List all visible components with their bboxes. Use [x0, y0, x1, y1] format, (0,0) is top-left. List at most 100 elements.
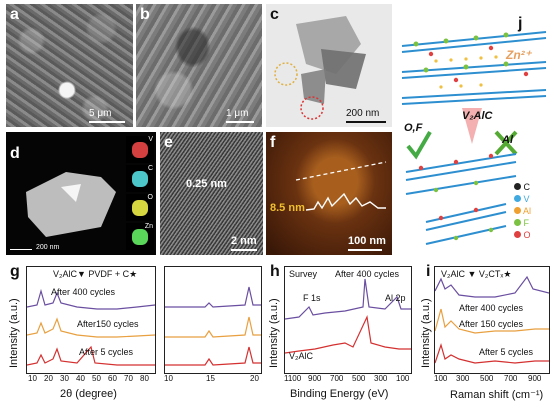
panel-i-raman-plot: V₂AlC ▼ V₂CTₓ★ After 400 cycles After 15…: [434, 266, 550, 374]
atom-legend: C V Al F O: [514, 182, 550, 242]
h-xtick-1100: 1100: [284, 374, 302, 383]
panel-d-flake-drawing: [26, 172, 116, 237]
panel-h-peak-f1s: F 1s: [303, 293, 321, 303]
panel-h-label: h: [270, 263, 280, 280]
panel-g-ylabel: Intensity (a.u.): [8, 298, 20, 368]
legend-o-label: O: [523, 230, 531, 240]
g-xtick-10: 10: [28, 374, 37, 383]
layered-structure-top: [401, 31, 547, 105]
eds-map-c: C: [126, 165, 154, 192]
panel-j-schematic: j: [396, 4, 550, 256]
i-xtick-900: 900: [528, 374, 542, 383]
g-xtick-70: 70: [124, 374, 133, 383]
panel-i-curve-5: After 5 cycles: [479, 347, 534, 357]
panel-i-curve-150: After 150 cycles: [459, 319, 524, 329]
removed-element-label: Al: [502, 134, 513, 146]
legend-item-al: Al: [514, 206, 550, 218]
i-xtick-300: 300: [456, 374, 470, 383]
panel-b-label: b: [140, 6, 150, 23]
panel-g-xrd-plot-left: V₂AlC▼ PVDF + C★ After 400 cycles After1…: [26, 266, 156, 374]
panel-j-structure-drawing: [401, 31, 547, 245]
panel-g-xrd-plot-right: [164, 266, 262, 374]
h-xtick-700: 700: [330, 374, 344, 383]
legend-v-label: V: [523, 194, 530, 204]
panel-h-xticks: 1100 900 700 500 300 100: [284, 374, 414, 385]
panel-g-legend: V₂AlC▼ PVDF + C★: [53, 269, 138, 279]
afm-height-value: 8.5 nm: [270, 202, 305, 214]
retained-terminations-label: O,F: [404, 122, 423, 134]
legend-c-label: C: [523, 182, 531, 192]
g-xtick-80: 80: [140, 374, 149, 383]
panel-h-curve-v2alc: V₂AlC: [289, 351, 313, 361]
panel-g-xlabel: 2θ (degree): [60, 388, 117, 400]
panel-g-label: g: [10, 263, 20, 280]
panel-f-height-profile: [295, 161, 387, 211]
panel-f-label: f: [270, 134, 276, 151]
i-xtick-700: 700: [504, 374, 518, 383]
eds-map-v-label: V: [148, 136, 153, 143]
legend-item-f: F: [514, 218, 550, 230]
panel-e-label: e: [164, 134, 173, 151]
layered-structure-bottom: [405, 153, 517, 245]
panel-j-label: j: [518, 15, 523, 32]
panel-f-scale-text: 100 nm: [348, 235, 386, 247]
panel-c-scale-text: 200 nm: [346, 108, 380, 119]
eds-map-zn-label: Zn: [144, 223, 153, 230]
panel-h-curve-400: After 400 cycles: [335, 269, 400, 279]
g-xtick-50: 50: [92, 374, 101, 383]
panel-d-haadf-image: d 200 nm V C O Zn: [6, 132, 156, 255]
panel-e-scale-text: 2 nm: [231, 235, 257, 247]
panel-g-right-curves: [165, 286, 261, 366]
eds-map-c-label: C: [147, 165, 153, 172]
panel-d-scale-text: 200 nm: [36, 244, 60, 251]
panel-e-hrtem-image: e 0.25 nm 2 nm: [160, 132, 263, 255]
panel-g-curve-150: After150 cycles: [77, 319, 139, 329]
panel-d-label: d: [10, 145, 20, 162]
h-xtick-900: 900: [308, 374, 322, 383]
panel-b-sem-image: b 1 μm: [136, 4, 262, 127]
panel-g-curve-400: After 400 cycles: [51, 287, 116, 297]
panel-i-xlabel: Raman shift (cm⁻¹): [450, 389, 544, 401]
g-xtick-20: 20: [44, 374, 53, 383]
panel-f-afm-image: f 8.5 nm 100 nm: [266, 132, 392, 255]
eds-map-column: V C O Zn: [126, 136, 154, 252]
panel-b-scale-text: 1 μm: [226, 108, 249, 119]
panel-g-xticks-left: 10 20 30 40 50 60 70 80: [26, 374, 156, 385]
panel-e-scalebar: 2 nm: [231, 235, 257, 251]
panel-h-ylabel: Intensity (a.u.): [268, 298, 280, 368]
panel-i-legend: V₂AlC ▼ V₂CTₓ★: [441, 269, 512, 279]
legend-al-label: Al: [523, 206, 532, 216]
v2alc-precursor-label: V₂AlC: [462, 110, 493, 122]
g-xtick-40: 40: [76, 374, 85, 383]
panel-c-label: c: [270, 6, 279, 23]
lattice-spacing-annotation: 0.25 nm: [186, 178, 227, 190]
g-xtick-r-20: 20: [250, 374, 259, 383]
i-xtick-500: 500: [480, 374, 494, 383]
panel-f-scalebar: 100 nm: [348, 235, 386, 251]
g-xtick-r-10: 10: [164, 374, 173, 383]
panel-g-curve-5: After 5 cycles: [79, 347, 134, 357]
h-xtick-300: 300: [374, 374, 388, 383]
panel-a-sem-image: a 5 μm: [6, 4, 133, 127]
panel-h-peak-al2p: Al 2p: [385, 293, 406, 303]
panel-g-left-curves: [26, 288, 156, 366]
panel-c-tem-image: c 200 nm: [266, 4, 392, 127]
h-xtick-500: 500: [352, 374, 366, 383]
panel-h-curves: [284, 278, 411, 354]
panel-a-label: a: [10, 6, 19, 23]
panel-i-curve-400: After 400 cycles: [459, 303, 524, 313]
panel-d-scalebar: 200 nm: [10, 242, 59, 251]
legend-item-v: V: [514, 194, 550, 206]
i-xtick-100: 100: [434, 374, 448, 383]
panel-i-xticks: 100 300 500 700 900: [434, 374, 552, 385]
panel-i-label: i: [426, 263, 431, 280]
h-xtick-100: 100: [396, 374, 410, 383]
panel-i-curves: [434, 275, 550, 364]
g-xtick-60: 60: [108, 374, 117, 383]
panel-h-xps-plot: Survey After 400 cycles F 1s Al 2p V₂AlC: [284, 266, 412, 374]
panel-g-xticks-right: 10 15 20: [164, 374, 264, 385]
panel-i-ylabel: Intensity (a.u.): [420, 298, 432, 368]
panel-h-xlabel: Binding Energy (eV): [290, 388, 389, 400]
legend-item-o: O: [514, 230, 550, 242]
panel-h-title: Survey: [289, 269, 318, 279]
